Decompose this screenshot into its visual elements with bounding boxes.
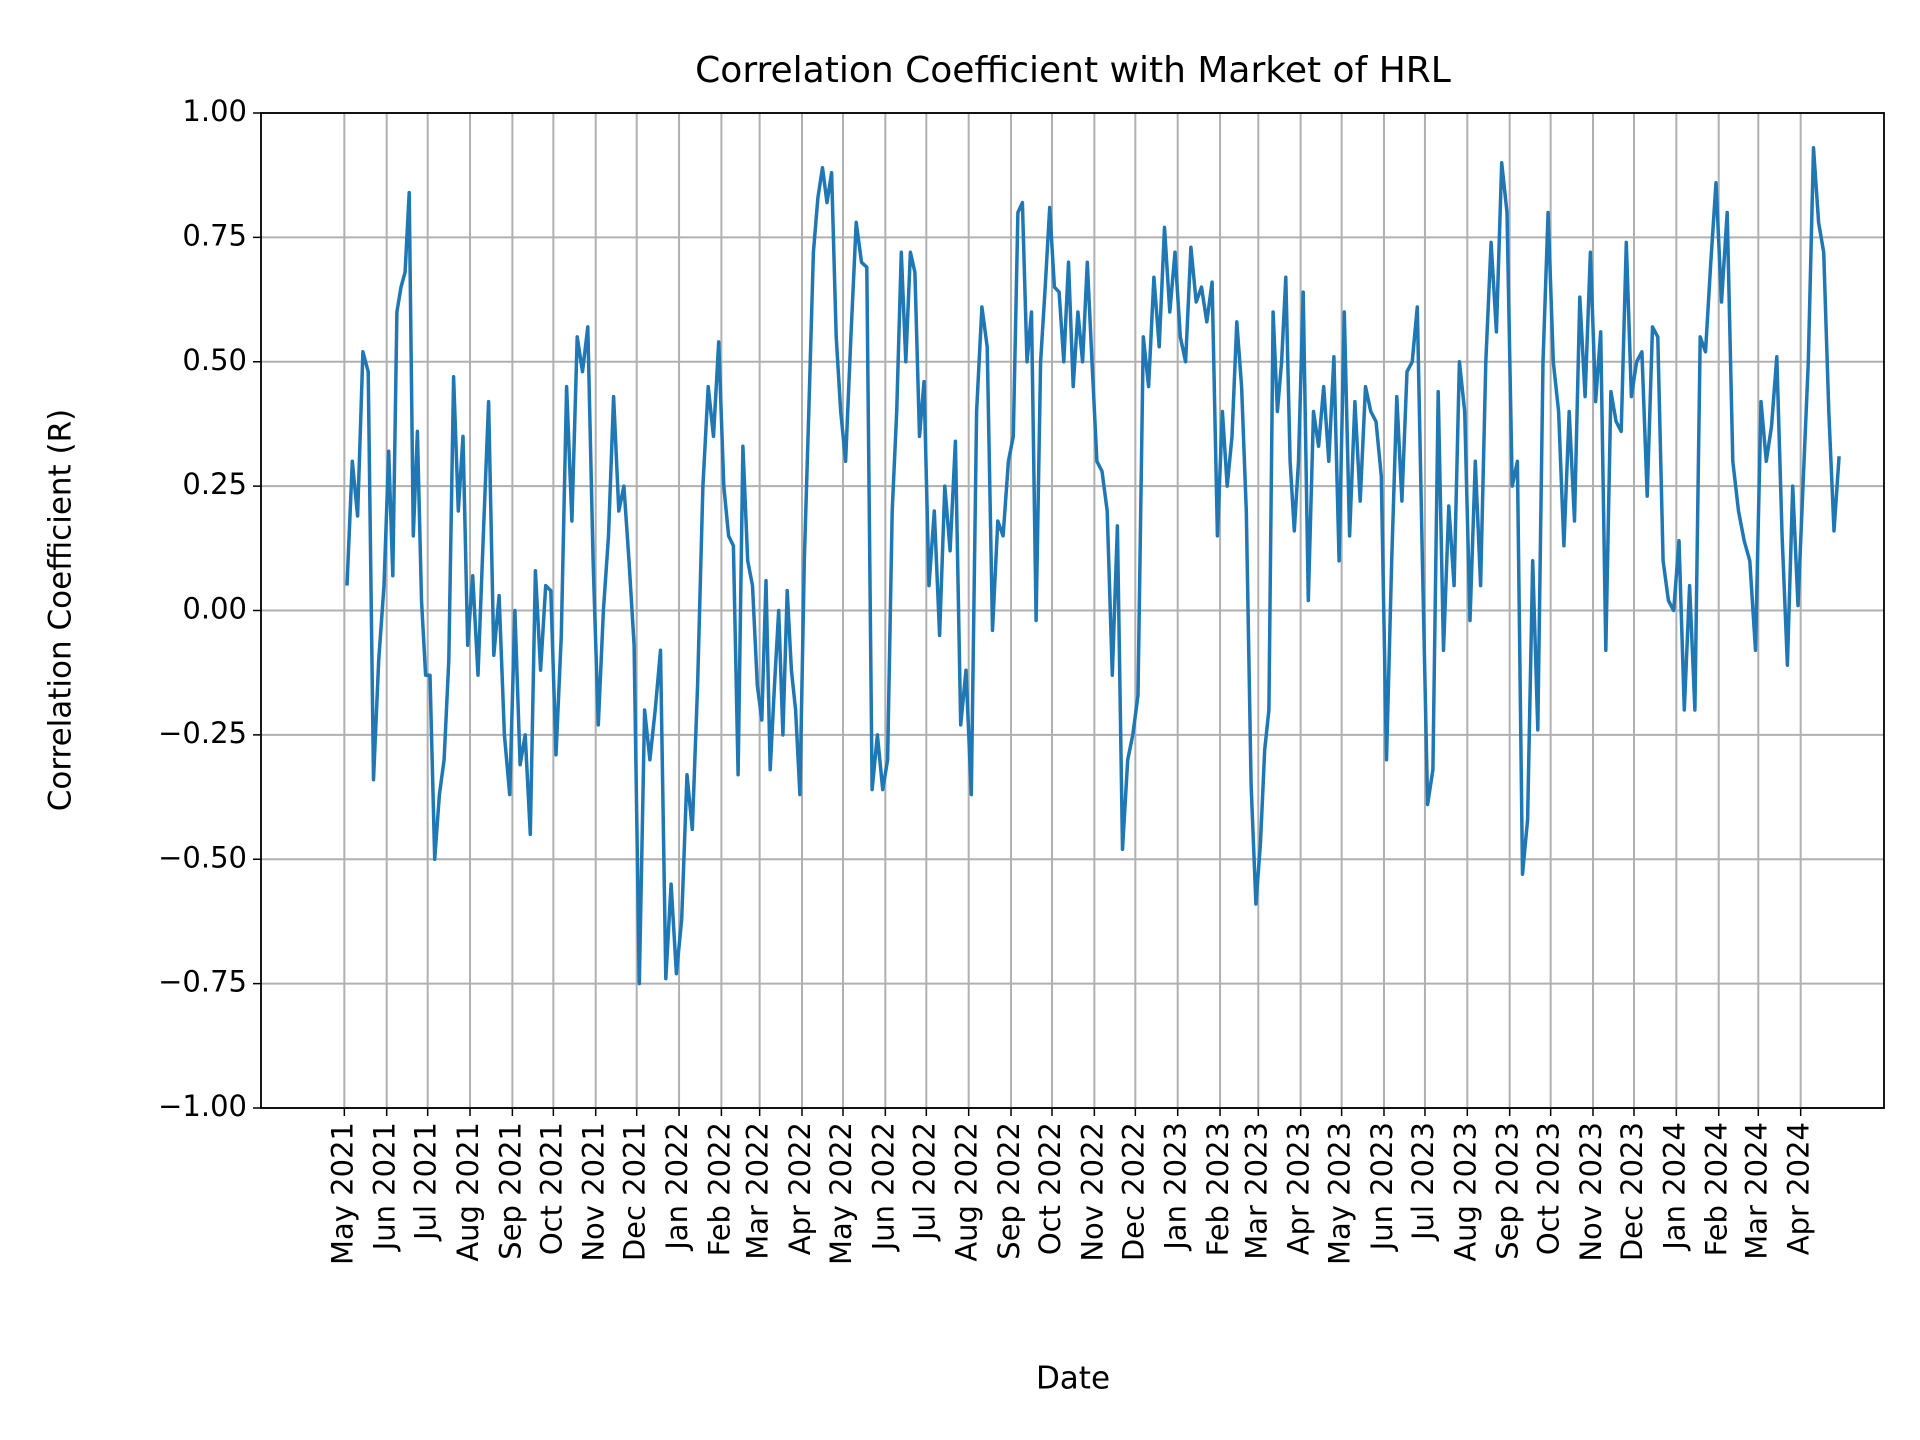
x-tick-label: Dec 2022 [1116, 1122, 1150, 1261]
x-tick-label: Aug 2022 [950, 1122, 984, 1262]
x-tick-label: May 2023 [1323, 1122, 1357, 1265]
x-tick-label: Apr 2023 [1282, 1122, 1316, 1255]
x-tick-label: Dec 2021 [618, 1122, 652, 1261]
x-tick-label: Nov 2023 [1574, 1122, 1608, 1262]
x-tick-label: Jul 2023 [1406, 1122, 1440, 1242]
data-line [345, 146, 1841, 986]
x-tick-label: Oct 2021 [534, 1122, 568, 1255]
x-tick-label: May 2021 [325, 1122, 359, 1265]
x-tick-label: Sep 2021 [493, 1122, 527, 1260]
x-tick-label: Nov 2021 [577, 1122, 611, 1262]
x-tick-label: Aug 2021 [451, 1122, 485, 1262]
x-tick-label: Nov 2022 [1075, 1122, 1109, 1262]
y-tick-label: 0.75 [182, 218, 247, 252]
x-tick-label: Dec 2023 [1615, 1122, 1649, 1261]
x-axis-label: Date [1036, 1361, 1110, 1397]
x-tick-label: Jun 2021 [368, 1122, 402, 1252]
x-tick-label: Jan 2022 [660, 1122, 694, 1252]
x-tick-label: Oct 2022 [1033, 1122, 1067, 1255]
y-tick-label: 0.50 [182, 343, 247, 377]
x-tick-label: Jul 2021 [409, 1122, 443, 1242]
x-tick-label: Oct 2023 [1532, 1122, 1566, 1255]
y-tick-label: 0.00 [182, 592, 247, 626]
x-tick-label: Feb 2022 [702, 1122, 736, 1256]
y-tick-label: −0.50 [158, 840, 247, 874]
x-tick-label: Jan 2024 [1657, 1122, 1691, 1252]
chart-title: Correlation Coefficient with Market of H… [695, 50, 1451, 91]
x-tick-label: Sep 2023 [1491, 1122, 1525, 1260]
x-tick-label: Mar 2023 [1239, 1122, 1273, 1260]
x-tick-label: Jun 2022 [866, 1122, 900, 1252]
plot-frame [260, 112, 1885, 1109]
y-tick-label: −0.25 [158, 716, 247, 750]
x-tick-label: Apr 2022 [783, 1122, 817, 1255]
x-tick-label: Sep 2022 [992, 1122, 1026, 1260]
x-tick-label: Apr 2024 [1782, 1122, 1816, 1255]
x-tick-label: Feb 2023 [1201, 1122, 1235, 1256]
x-tick-label: Jan 2023 [1159, 1122, 1193, 1252]
x-tick-label: Mar 2022 [741, 1122, 775, 1260]
x-tick-label: Jul 2022 [907, 1122, 941, 1242]
x-tick-label: May 2022 [824, 1122, 858, 1265]
y-tick-label: −1.00 [158, 1089, 247, 1123]
y-tick-label: 0.25 [182, 467, 247, 501]
x-tick-label: Aug 2023 [1448, 1122, 1482, 1262]
x-tick-label: Jun 2023 [1365, 1122, 1399, 1252]
y-tick-label: −0.75 [158, 965, 247, 999]
y-axis-label: Correlation Coefficient (R) [43, 409, 79, 812]
x-tick-label: Feb 2024 [1700, 1122, 1734, 1256]
x-tick-label: Mar 2024 [1739, 1122, 1773, 1260]
y-tick-label: 1.00 [182, 94, 247, 128]
